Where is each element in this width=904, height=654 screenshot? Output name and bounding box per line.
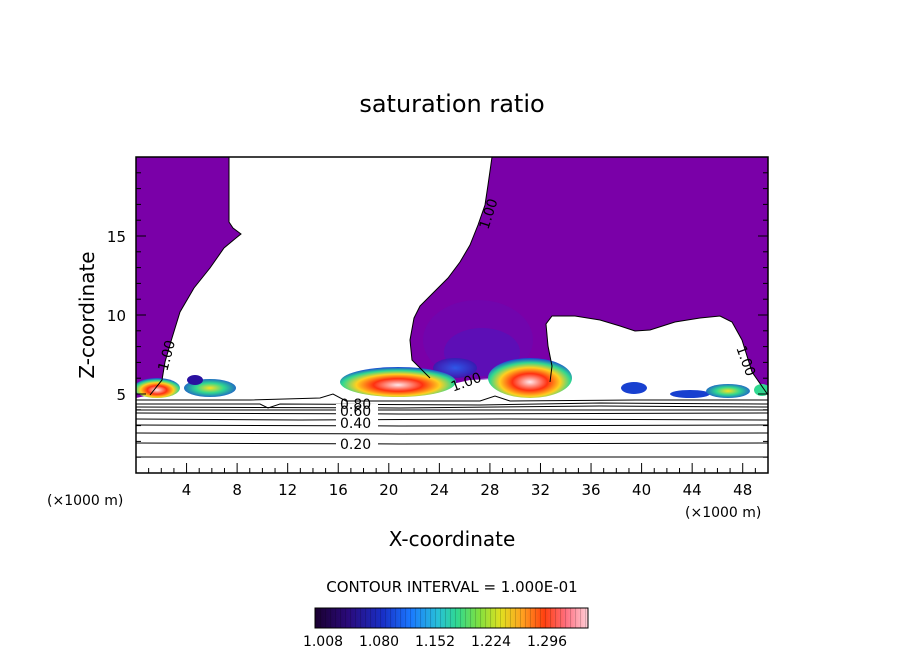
- contour-line: [136, 393, 768, 402]
- cloud-blob: [621, 382, 647, 394]
- contour-label: 0.40: [340, 416, 371, 432]
- colorbar: [314, 607, 589, 629]
- x-tick-label: 32: [531, 481, 550, 499]
- contour-line-0.80: [136, 405, 768, 409]
- cloud-blob: [670, 390, 710, 398]
- contour-line-1.00: [545, 315, 768, 396]
- contour-line-0.40: [136, 424, 768, 427]
- x-axis: 4 8 12 16 20 24 28 32 36 40 44 48: [135, 463, 769, 499]
- contour-line-1.00: [149, 157, 242, 396]
- cloud-blob: [706, 384, 750, 398]
- cloud-blob: [187, 375, 203, 385]
- purple-region: [136, 157, 241, 398]
- contour-line: [136, 432, 768, 435]
- contour-interval-label: CONTOUR INTERVAL = 1.000E-01: [326, 578, 577, 596]
- y-unit-label: (×1000 m): [685, 505, 761, 521]
- x-axis-title: X-coordinate: [389, 527, 516, 551]
- cloud-blob: [136, 378, 180, 398]
- plot-area: [136, 157, 768, 458]
- colorbar-tick-label: 1.224: [471, 634, 511, 650]
- y-axis: 5 10 15: [107, 156, 768, 474]
- contour-label: 0.60: [340, 404, 371, 420]
- x-tick-label: 36: [581, 481, 600, 499]
- y-tick-label: 5: [116, 386, 126, 404]
- colorbar-tick-label: 1.008: [303, 634, 343, 650]
- contour-line-1.00: [409, 157, 493, 379]
- contour-label: 0.20: [340, 437, 371, 453]
- x-tick-label: 20: [379, 481, 398, 499]
- contour-line: [136, 402, 768, 409]
- x-tick-label: 40: [632, 481, 651, 499]
- contour-line-0.60: [136, 412, 768, 415]
- colorbar-tick-label: 1.080: [359, 634, 399, 650]
- colorbar-tick-label: 1.296: [527, 634, 567, 650]
- contour-label: 1.00: [156, 339, 180, 373]
- x-tick-label: 44: [683, 481, 702, 499]
- x-unit-label: (×1000 m): [47, 493, 123, 509]
- x-tick-label: 4: [182, 481, 192, 499]
- contour-line-0.20: [136, 442, 768, 445]
- x-tick-label: 16: [329, 481, 348, 499]
- cloud-blob: [488, 358, 572, 398]
- x-tick-label: 24: [430, 481, 449, 499]
- x-tick-label: 12: [278, 481, 297, 499]
- cloud-blob: [340, 367, 456, 397]
- chart-title: saturation ratio: [359, 90, 544, 118]
- x-tick-label: 28: [480, 481, 499, 499]
- contour-line: [136, 418, 768, 421]
- contour-label: 0.80: [340, 397, 371, 413]
- y-tick-label: 15: [107, 228, 126, 246]
- colorbar-labels: 1.008 1.080 1.152 1.224 1.296: [303, 634, 567, 650]
- x-tick-label: 8: [232, 481, 242, 499]
- cloud-blob: [754, 384, 768, 396]
- x-tick-label: 48: [733, 481, 752, 499]
- colorbar-tick-label: 1.152: [415, 634, 455, 650]
- y-axis-title: Z-coordinate: [75, 251, 99, 378]
- y-tick-label: 10: [107, 307, 126, 325]
